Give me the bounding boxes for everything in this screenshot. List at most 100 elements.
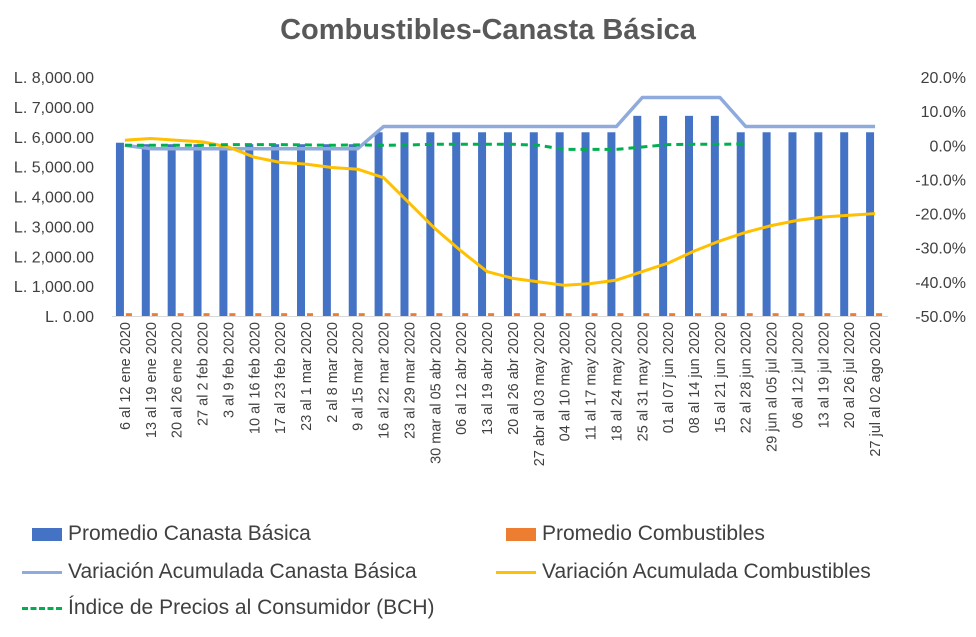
bar-combustibles: [850, 313, 857, 316]
left-axis-tick-label: L. 7,000.00: [14, 100, 94, 117]
bar-canasta-basica: [607, 132, 616, 316]
right-axis-tick-label: -50.0%: [915, 309, 966, 326]
bar-canasta-basica: [452, 132, 461, 316]
right-axis: -50.0% -40.0% -30.0% -20.0% -10.0% 0.0% 10.0% 2…: [915, 70, 966, 326]
bar-combustibles: [720, 313, 727, 316]
bar-combustibles: [281, 313, 288, 316]
x-axis-tick-label: 08 al 14 jun 2020: [687, 322, 703, 433]
legend-item-canasta-line: Variación Acumulada Canasta Básica: [22, 560, 417, 584]
bar-canasta-basica: [115, 142, 124, 316]
x-axis-tick-label: 2 al 8 mar 2020: [325, 322, 341, 423]
bar-combustibles: [203, 313, 210, 316]
right-axis-tick-label: 10.0%: [921, 104, 966, 121]
x-axis-tick-label: 13 al 19 ene 2020: [144, 322, 160, 438]
chart-plot: L. 0.00 L. 1,000.00 L. 2,000.00 L. 3,000.00…: [14, 70, 966, 466]
bar-canasta-basica: [141, 144, 150, 316]
bars-group: [112, 115, 888, 317]
bar-combustibles: [462, 313, 469, 316]
bar-canasta-basica: [736, 132, 745, 316]
x-axis-tick-label: 20 al 26 ene 2020: [170, 322, 186, 438]
bar-combustibles: [643, 313, 650, 316]
lines-group: [124, 95, 876, 287]
x-axis-tick-label: 23 al 1 mar 2020: [299, 322, 315, 431]
bar-canasta-basica: [788, 132, 797, 316]
right-axis-tick-label: -30.0%: [915, 241, 966, 258]
left-axis: L. 0.00 L. 1,000.00 L. 2,000.00 L. 3,000.00…: [14, 70, 94, 326]
bar-canasta-basica: [555, 132, 564, 316]
bar-canasta-basica: [710, 115, 719, 317]
x-axis-tick-label: 27 al 2 feb 2020: [196, 322, 212, 426]
bar-combustibles: [229, 313, 236, 316]
legend-item-combustibles-bar: Promedio Combustibles: [506, 522, 765, 546]
bar-canasta-basica: [400, 132, 409, 316]
bar-combustibles: [436, 313, 443, 316]
x-axis-labels: 6 al 12 ene 2020 13 al 19 ene 2020 20 al 2…: [118, 322, 884, 466]
chart-title: Combustibles-Canasta Básica: [280, 14, 696, 46]
bar-combustibles: [772, 313, 779, 316]
bar-canasta-basica: [245, 144, 254, 316]
bar-combustibles: [177, 313, 184, 316]
legend-label-canasta-line: Variación Acumulada Canasta Básica: [68, 560, 417, 583]
bar-combustibles: [151, 313, 158, 316]
x-axis-tick-label: 9 al 15 mar 2020: [351, 322, 367, 431]
bar-combustibles: [591, 313, 598, 316]
bar-combustibles: [669, 313, 676, 316]
legend-swatch-combustibles-line: [496, 570, 536, 574]
x-axis-tick-label: 15 al 21 jun 2020: [713, 322, 729, 433]
bar-combustibles: [513, 313, 520, 316]
x-axis-tick-label: 10 al 16 feb 2020: [247, 322, 263, 434]
bar-combustibles: [876, 313, 883, 316]
left-axis-tick-label: L. 0.00: [45, 309, 94, 326]
left-axis-tick-label: L. 2,000.00: [14, 249, 94, 266]
legend-swatch-canasta-bar: [32, 527, 62, 541]
bar-canasta-basica: [529, 132, 538, 316]
legend-item-ipc: Índice de Precios al Consumidor (BCH): [22, 596, 434, 620]
x-axis-tick-label: 13 al 19 abr 2020: [480, 322, 496, 435]
x-axis-tick-label: 13 al 19 jul 2020: [816, 322, 832, 428]
x-axis-tick-label: 06 al 12 abr 2020: [454, 322, 470, 435]
line-variacion-canasta-basica: [124, 95, 876, 151]
x-axis-tick-label: 27 jul al 02 ago 2020: [868, 322, 884, 457]
left-axis-tick-label: L. 1,000.00: [14, 279, 94, 296]
bar-combustibles: [746, 313, 753, 316]
bar-canasta-basica: [167, 144, 176, 316]
x-axis-tick-label: 11 al 17 may 2020: [584, 322, 600, 440]
bar-combustibles: [332, 313, 339, 316]
bar-combustibles: [358, 313, 365, 316]
bar-combustibles: [798, 313, 805, 316]
x-axis-tick-label: 17 al 23 feb 2020: [273, 322, 289, 434]
x-axis-tick-label: 22 al 28 jun 2020: [739, 322, 755, 433]
bar-canasta-basica: [271, 144, 280, 316]
x-axis-tick-label: 3 al 9 feb 2020: [221, 322, 237, 418]
bar-combustibles: [695, 313, 701, 316]
right-axis-tick-label: 0.0%: [930, 138, 966, 155]
bar-canasta-basica: [297, 144, 305, 316]
x-axis-tick-label: 6 al 12 ene 2020: [118, 322, 134, 430]
bar-combustibles: [617, 313, 624, 316]
x-axis-tick-label: 18 al 24 may 2020: [609, 322, 625, 441]
bar-canasta-basica: [762, 132, 771, 316]
legend-label-canasta-bar: Promedio Canasta Básica: [68, 522, 311, 545]
right-axis-tick-label: -20.0%: [915, 207, 966, 224]
line-variacion-combustibles: [124, 137, 876, 287]
bar-combustibles: [565, 313, 572, 316]
legend-label-ipc: Índice de Precios al Consumidor (BCH): [68, 596, 435, 619]
bar-canasta-basica: [685, 115, 693, 317]
bar-canasta-basica: [866, 132, 875, 316]
bar-combustibles: [255, 313, 262, 316]
left-axis-tick-label: L. 6,000.00: [14, 130, 94, 147]
bar-combustibles: [307, 313, 313, 316]
bar-combustibles: [125, 313, 132, 316]
x-axis-tick-label: 20 al 26 jul 2020: [842, 322, 858, 428]
right-axis-tick-label: -10.0%: [915, 172, 966, 189]
line-ipc-bch: [124, 142, 746, 151]
right-axis-tick-label: 20.0%: [921, 70, 966, 87]
x-axis-tick-label: 16 al 22 mar 2020: [377, 322, 393, 439]
left-axis-tick-label: L. 3,000.00: [14, 219, 94, 236]
x-axis-tick-label: 30 mar al 05 abr 2020: [428, 322, 444, 464]
legend-item-combustibles-line: Variación Acumulada Combustibles: [496, 560, 871, 584]
x-axis-tick-label: 27 abr al 03 may 2020: [532, 322, 548, 466]
legend-label-combustibles-line: Variación Acumulada Combustibles: [542, 560, 871, 583]
right-axis-tick-label: -40.0%: [915, 275, 966, 292]
x-axis-tick-label: 29 jun al 05 jul 2020: [765, 322, 781, 452]
